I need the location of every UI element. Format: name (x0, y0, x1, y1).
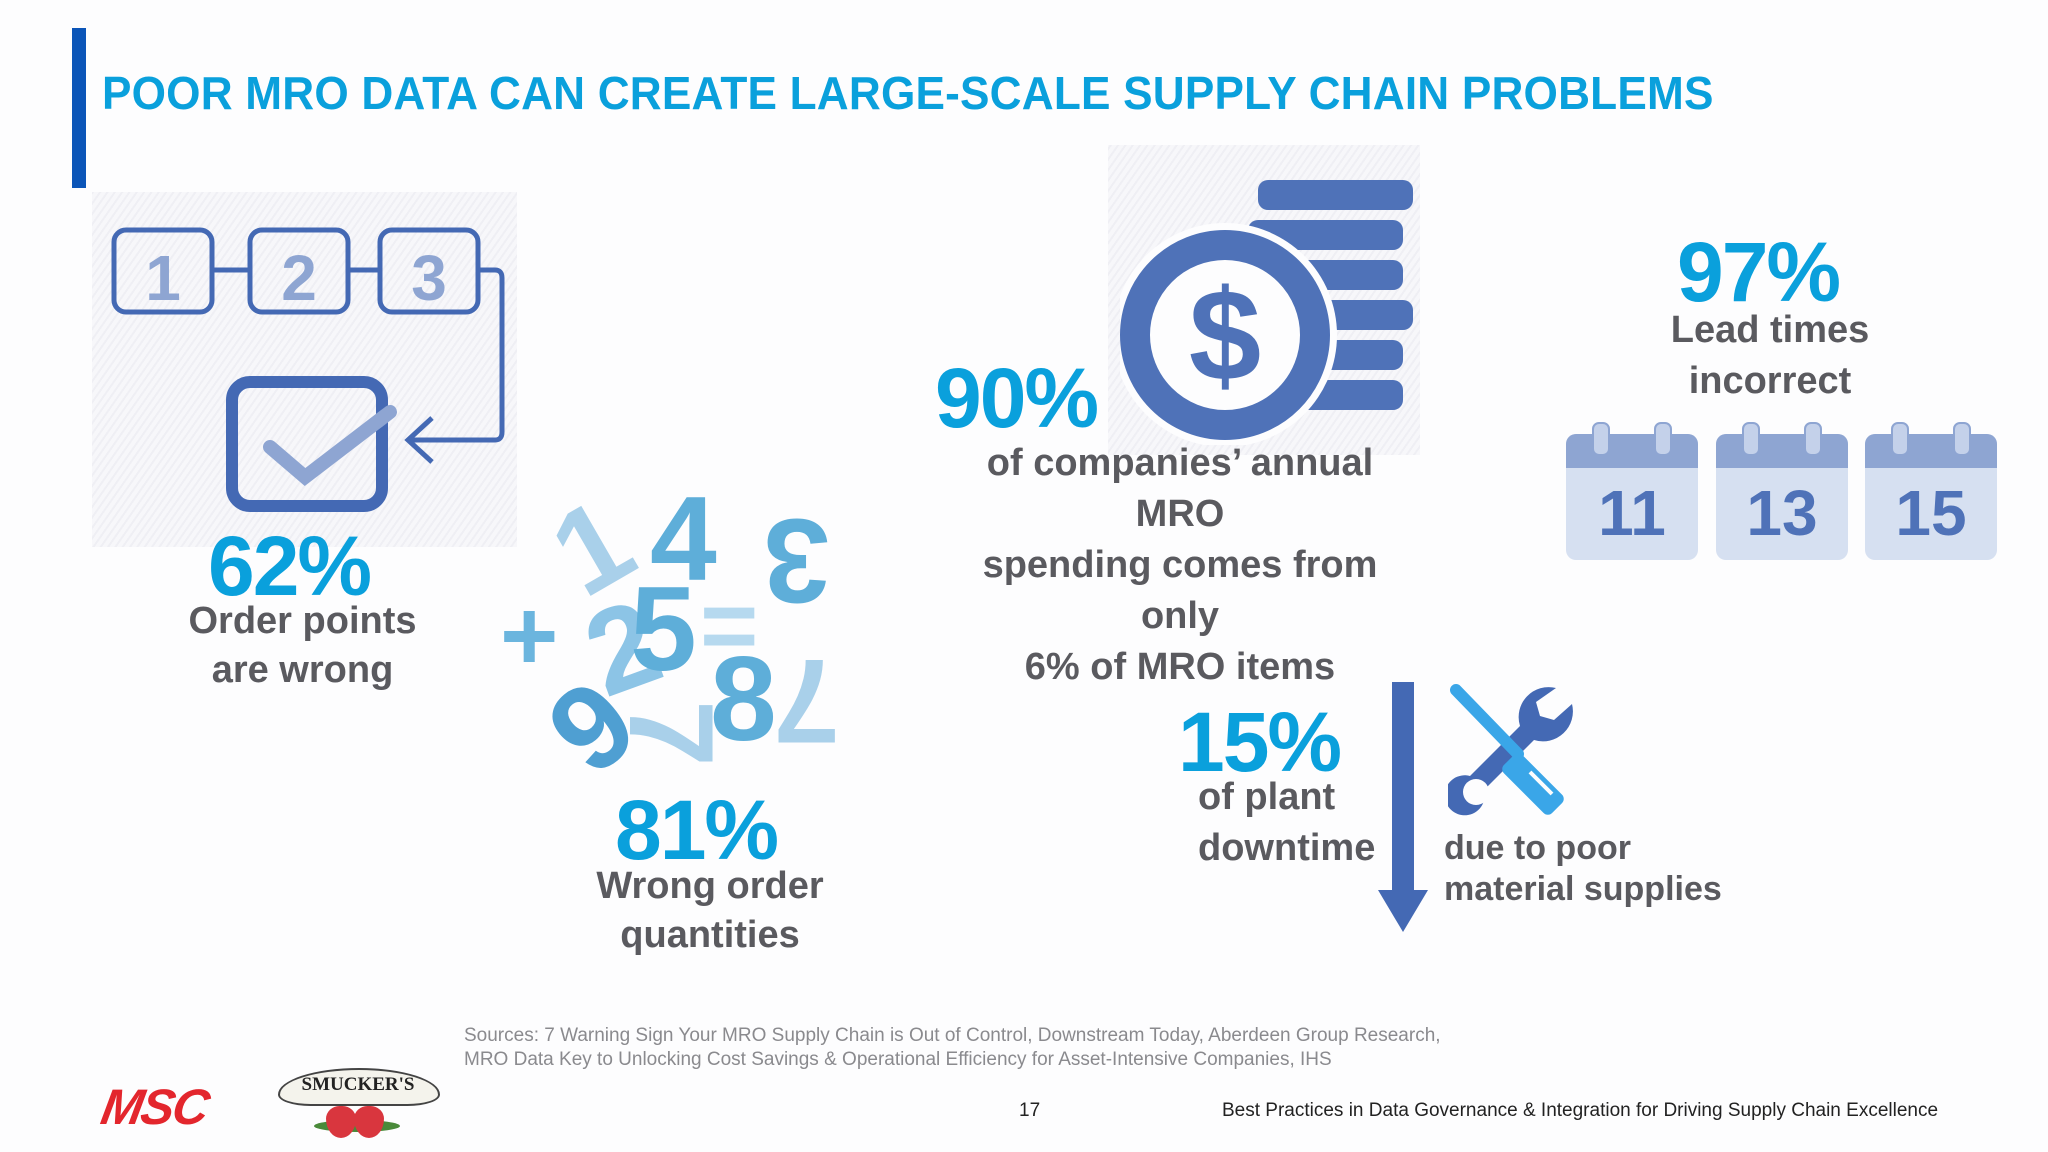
title-accent-bar (72, 28, 86, 188)
stat-value-plant-downtime: 15% (1178, 695, 1342, 789)
stat-caption-order-points: Order points are wrong (188, 600, 417, 692)
smuckers-logo: SMUCKER'S (278, 1064, 440, 1140)
stat-caption-mro-spending: of companies’ annual MRO spending comes f… (982, 442, 1378, 688)
slide-title: POOR MRO DATA CAN CREATE LARGE-SCALE SUP… (102, 67, 1714, 119)
svg-text:5: 5 (630, 562, 697, 696)
svg-text:8: 8 (710, 632, 777, 766)
stat-caption-order-quantities: Wrong order quantities (596, 865, 824, 957)
stat-value-mro-spending: 90% (935, 351, 1099, 445)
presentation-title-footer: Best Practices in Data Governance & Inte… (1222, 1100, 1939, 1121)
svg-text:3: 3 (411, 242, 447, 314)
stat-value-order-quantities: 81% (615, 783, 779, 877)
stat-caption-lead-times: Lead times incorrect (1670, 309, 1870, 402)
stat-value-order-points: 62% (208, 519, 372, 613)
svg-text:7: 7 (773, 634, 840, 768)
svg-text:7: 7 (604, 700, 738, 767)
svg-text:2: 2 (281, 242, 317, 314)
stat-secondary-caption-material-supplies: due to poor material supplies (1444, 829, 1722, 908)
svg-text:1: 1 (145, 242, 181, 314)
page-number: 17 (1019, 1100, 1041, 1121)
numbered-steps-checkbox-icon: 1 2 3 (111, 227, 505, 512)
svg-text:=: = (700, 570, 758, 682)
wrench-screwdriver-icon (1448, 684, 1573, 816)
svg-text:+: + (500, 580, 558, 692)
steps-icon-background (92, 192, 517, 547)
calendar-icon: 15 (1865, 422, 1997, 560)
calendar-icon: 13 (1716, 422, 1848, 560)
coin-stack-dollar-icon: $ (1120, 180, 1413, 445)
svg-text:3: 3 (763, 494, 830, 628)
svg-text:$: $ (1189, 262, 1261, 408)
msc-logo: MSC (97, 1079, 213, 1135)
sources-note: Sources: 7 Warning Sign Your MRO Supply … (464, 1025, 1441, 1070)
down-arrow-icon (1378, 682, 1428, 932)
stat-caption-plant-downtime: of plant downtime (1198, 776, 1376, 869)
svg-text:4: 4 (650, 472, 717, 606)
jumbled-numbers-icon: 1 4 3 + 2 5 = 8 7 9 7 (500, 472, 840, 780)
stat-value-lead-times: 97% (1677, 225, 1841, 319)
calendar-icon: 11 (1566, 422, 1698, 560)
